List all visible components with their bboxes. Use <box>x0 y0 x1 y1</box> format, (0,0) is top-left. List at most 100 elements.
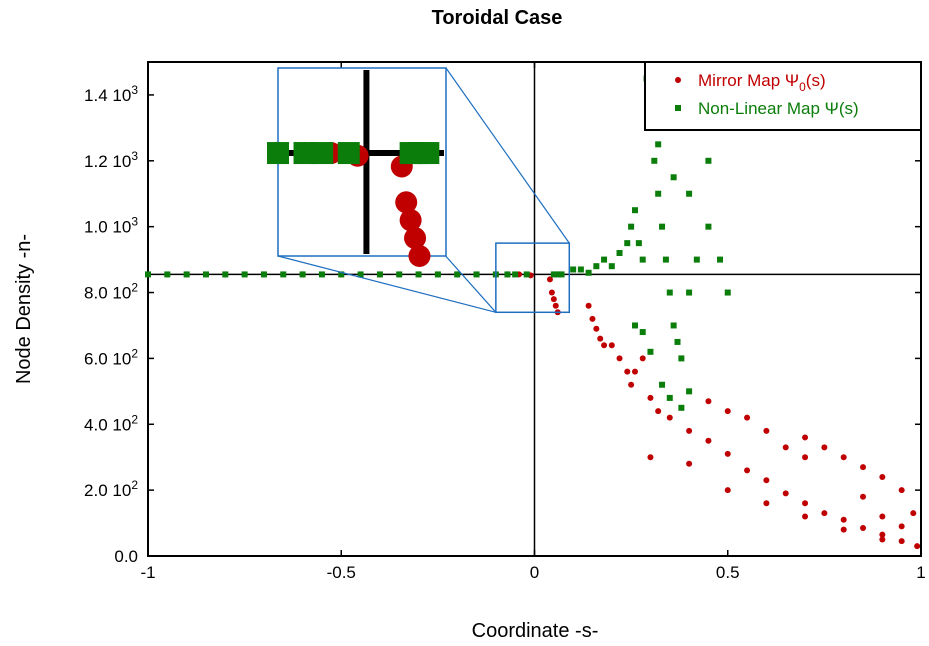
data-point <box>593 325 600 332</box>
data-point <box>616 250 623 257</box>
data-point <box>879 531 886 538</box>
data-point <box>593 263 600 270</box>
data-point <box>655 141 662 148</box>
data-point <box>585 302 592 309</box>
inset-point <box>293 142 316 165</box>
x-tick-label: -1 <box>140 563 155 582</box>
data-point <box>647 394 654 401</box>
data-point <box>693 256 700 263</box>
data-point <box>396 271 403 278</box>
data-point <box>651 157 658 164</box>
data-point <box>616 355 623 362</box>
data-point <box>523 271 530 278</box>
data-point <box>601 256 608 263</box>
data-point <box>724 408 731 415</box>
data-point <box>802 500 809 507</box>
data-point <box>376 271 383 278</box>
data-point <box>724 450 731 457</box>
data-point <box>678 355 685 362</box>
x-tick-label: 0.5 <box>716 563 740 582</box>
data-point <box>670 174 677 181</box>
data-point <box>802 434 809 441</box>
data-point <box>782 444 789 451</box>
legend: Mirror Map Ψ0(s) Non-Linear Map Ψ(s) <box>644 61 922 131</box>
data-point <box>717 256 724 263</box>
data-point <box>670 322 677 329</box>
data-point <box>647 348 654 355</box>
data-point <box>898 538 905 545</box>
y-tick-label: 0.0 <box>114 547 138 566</box>
y-axis-ticks: 0.0 2.0 102 4.0 102 6.0 102 8.0 102 1.0 103 1.… <box>84 83 921 566</box>
data-point <box>666 289 673 296</box>
data-point <box>860 525 867 532</box>
data-point <box>674 338 681 345</box>
inset-point <box>408 245 431 267</box>
chart-title: Toroidal Case <box>432 7 563 29</box>
data-point <box>577 266 584 273</box>
data-point <box>241 271 248 278</box>
data-point <box>705 437 712 444</box>
data-point <box>678 404 685 411</box>
data-point <box>546 276 553 283</box>
data-point <box>802 454 809 461</box>
data-point <box>624 240 631 247</box>
data-point <box>705 398 712 405</box>
data-point <box>631 322 638 329</box>
data-point <box>802 513 809 520</box>
data-point <box>647 454 654 461</box>
legend-label: Non-Linear Map Ψ(s) <box>698 99 859 118</box>
x-tick-label: 1 <box>916 563 925 582</box>
data-point <box>631 207 638 214</box>
data-point <box>145 271 151 278</box>
inset-point <box>395 191 418 214</box>
y-tick-label: 1.0 103 <box>84 215 138 237</box>
inset-content <box>267 70 444 267</box>
data-point <box>550 271 557 278</box>
data-point <box>666 394 673 401</box>
data-point <box>744 414 751 421</box>
series-mirror-map <box>145 271 921 550</box>
data-point <box>552 302 559 309</box>
data-point <box>879 536 886 543</box>
data-point <box>558 271 565 278</box>
data-point <box>860 493 867 500</box>
legend-marker <box>675 105 681 111</box>
y-tick-label: 2.0 102 <box>84 478 138 500</box>
data-point <box>202 271 209 278</box>
data-point <box>597 335 604 342</box>
data-point <box>550 296 557 303</box>
y-tick-label: 1.2 103 <box>84 149 138 171</box>
data-point <box>879 473 886 480</box>
legend-box <box>644 61 922 131</box>
data-point <box>585 269 592 276</box>
data-point <box>415 271 422 278</box>
data-point <box>840 454 847 461</box>
data-point <box>655 408 662 415</box>
inset-point <box>311 142 334 165</box>
data-point <box>338 271 345 278</box>
data-point <box>860 464 867 471</box>
data-point <box>280 271 287 278</box>
data-point <box>164 271 171 278</box>
data-point <box>686 289 693 296</box>
data-point <box>898 523 905 530</box>
y-axis-label: Node Density -n- <box>13 234 35 384</box>
y-tick-label: 1.4 103 <box>84 83 138 105</box>
data-point <box>763 500 770 507</box>
legend-label: Mirror Map Ψ0(s) <box>698 71 826 94</box>
data-point <box>662 256 669 263</box>
data-point <box>821 510 828 517</box>
data-point <box>318 271 325 278</box>
data-point <box>222 271 229 278</box>
data-point <box>782 490 789 497</box>
data-point <box>504 271 511 278</box>
zoom-region-box <box>495 242 571 314</box>
data-point <box>639 329 646 336</box>
data-point <box>260 271 267 278</box>
data-point <box>570 266 577 273</box>
data-point <box>631 368 638 375</box>
data-point <box>608 263 615 270</box>
data-point <box>608 342 615 349</box>
data-point <box>898 487 905 494</box>
y-tick-label: 8.0 102 <box>84 281 138 303</box>
